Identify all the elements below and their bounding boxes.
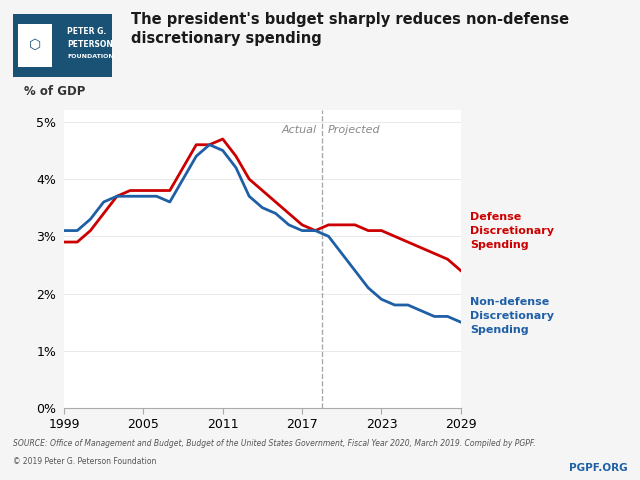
Text: Projected: Projected <box>327 125 380 135</box>
Text: PETER G.: PETER G. <box>67 27 107 36</box>
Bar <box>18 24 52 67</box>
Text: Non-defense
Discretionary
Spending: Non-defense Discretionary Spending <box>470 298 554 336</box>
Text: PETERSON: PETERSON <box>67 40 113 49</box>
Text: Defense
Discretionary
Spending: Defense Discretionary Spending <box>470 212 554 250</box>
Text: ⬡: ⬡ <box>29 37 41 51</box>
Text: FOUNDATION: FOUNDATION <box>67 54 114 60</box>
Text: SOURCE: Office of Management and Budget, Budget of the United States Government,: SOURCE: Office of Management and Budget,… <box>13 439 536 448</box>
Text: © 2019 Peter G. Peterson Foundation: © 2019 Peter G. Peterson Foundation <box>13 457 156 466</box>
Text: % of GDP: % of GDP <box>24 85 86 98</box>
Text: Actual: Actual <box>282 125 317 135</box>
Text: PGPF.ORG: PGPF.ORG <box>568 463 627 473</box>
Text: The president's budget sharply reduces non-defense
discretionary spending: The president's budget sharply reduces n… <box>131 12 570 46</box>
